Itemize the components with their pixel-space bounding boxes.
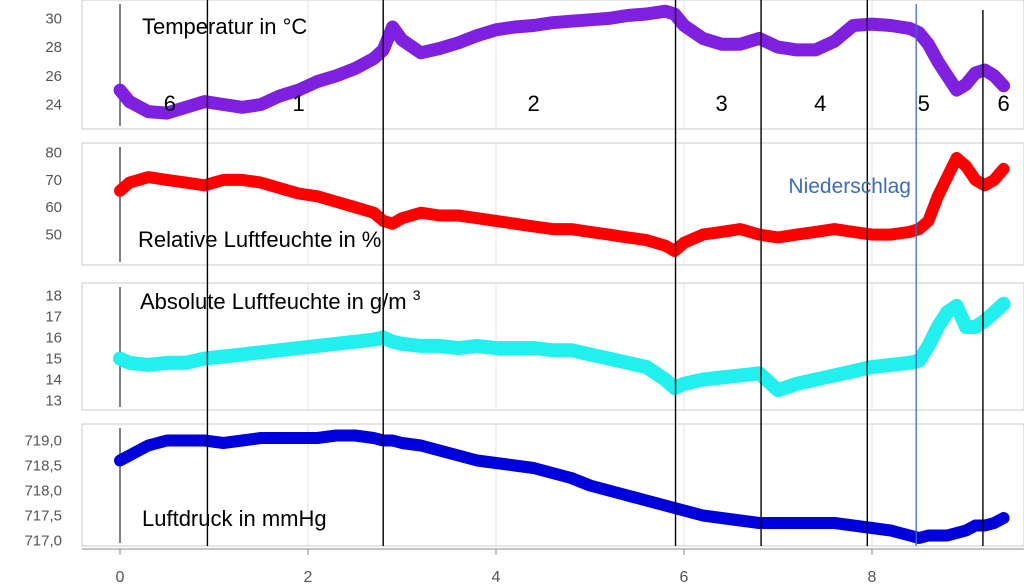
temperature-ytick-label: 28 xyxy=(45,39,62,56)
relative-humidity-title: Relative Luftfeuchte in % xyxy=(138,227,381,252)
panel-frame-pressure xyxy=(81,423,1024,547)
relative-humidity-ytick-label: 60 xyxy=(45,199,62,216)
precipitation-label: Niederschlag xyxy=(788,175,911,198)
phase-label: 6 xyxy=(997,91,1009,116)
relative-humidity-series-line xyxy=(114,152,1010,257)
pressure-ytick-label: 719,0 xyxy=(24,433,62,450)
superscript-three: 3 xyxy=(413,287,421,303)
absolute-humidity-ytick-label: 13 xyxy=(45,393,62,410)
pressure-series-line xyxy=(114,429,1010,544)
relative-humidity-ytick-label: 50 xyxy=(45,227,62,244)
temperature-series-line xyxy=(113,4,1011,120)
x-tick-label: 8 xyxy=(868,569,877,586)
absolute-humidity-ytick-label: 16 xyxy=(45,330,62,347)
absolute-humidity-ytick-label: 18 xyxy=(45,287,62,304)
panel-frame-relative-humidity xyxy=(81,142,1024,266)
absolute-humidity-title-text: Absolute Luftfeuchte in g/m xyxy=(140,289,407,314)
absolute-humidity-ytick-label: 17 xyxy=(45,308,62,325)
panel-frame-absolute-humidity xyxy=(81,282,1024,411)
phase-label: 2 xyxy=(527,91,539,116)
absolute-humidity-ytick-label: 15 xyxy=(45,351,62,368)
temperature-title: Temperatur in °C xyxy=(142,14,307,39)
pressure-ytick-label: 717,0 xyxy=(24,533,62,550)
phase-label: 3 xyxy=(715,91,727,116)
phase-label: 5 xyxy=(918,91,930,116)
x-tick-label: 0 xyxy=(116,569,125,586)
x-tick-label: 2 xyxy=(304,569,313,586)
temperature-ytick-label: 24 xyxy=(45,96,62,113)
absolute-humidity-series-line xyxy=(113,296,1011,398)
relative-humidity-ytick-label: 80 xyxy=(45,144,62,161)
absolute-humidity-ytick-label: 14 xyxy=(45,372,62,389)
pressure-ytick-label: 717,5 xyxy=(24,508,62,525)
temperature-ytick-label: 26 xyxy=(45,68,62,85)
pressure-ytick-label: 718,0 xyxy=(24,483,62,500)
absolute-humidity-title: Absolute Luftfeuchte in g/m 3 xyxy=(140,287,421,314)
relative-humidity-ytick-label: 70 xyxy=(45,172,62,189)
pressure-ytick-label: 718,5 xyxy=(24,458,62,475)
x-tick-label: 4 xyxy=(492,569,501,586)
phase-label: 4 xyxy=(814,91,826,116)
panel-frame-temperature xyxy=(81,0,1024,130)
phase-label: 6 xyxy=(164,91,176,116)
x-tick-label: 6 xyxy=(680,569,689,586)
temperature-ytick-label: 30 xyxy=(45,10,62,27)
pressure-title: Luftdruck in mmHg xyxy=(142,506,327,531)
phase-label: 1 xyxy=(292,91,304,116)
